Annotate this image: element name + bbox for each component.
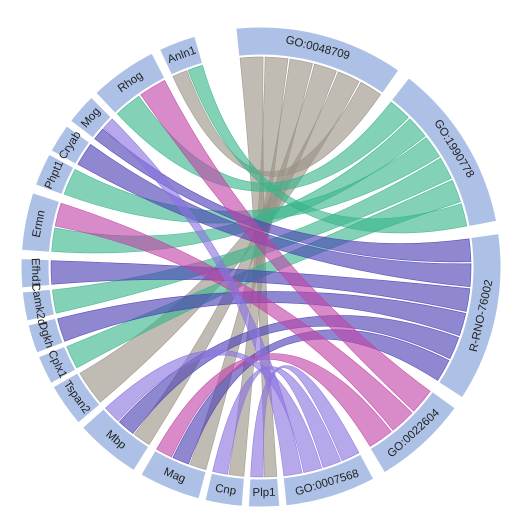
chord-link-anln-to-go1990778 [187, 64, 468, 234]
segment-go22604[interactable] [369, 390, 456, 474]
segment-cnp[interactable] [204, 472, 245, 507]
segment-mbp[interactable] [81, 408, 150, 472]
chord-link-ermn-to-go22604 [54, 202, 413, 431]
segment-dgkh[interactable] [27, 317, 64, 354]
segment-mag[interactable] [140, 449, 207, 500]
chord-link-mbp-to-rrno [118, 315, 460, 434]
segment-label-plp1: Plp1 [252, 487, 275, 499]
segment-label-efhd1: Efhd1 [29, 258, 42, 288]
chord-link-dgkh-to-rrno [57, 291, 467, 342]
segment-camk2d[interactable] [21, 288, 55, 322]
segment-anln[interactable] [158, 35, 204, 76]
segment-go48709[interactable] [235, 26, 400, 94]
chord-link-rhog-to-go22604 [140, 79, 431, 412]
segment-cplx1[interactable] [37, 345, 77, 385]
segment-tspan2[interactable] [52, 372, 101, 424]
segment-phptl[interactable] [34, 153, 75, 196]
chord-links [50, 56, 472, 478]
chord-segments [20, 26, 502, 508]
segment-label-ermn: Ermn [31, 209, 48, 238]
segment-label-cnp: Cnp [214, 483, 237, 498]
segment-go7568[interactable] [282, 453, 375, 507]
segment-efhd1[interactable] [20, 258, 51, 289]
segment-rhog[interactable] [95, 52, 166, 114]
segment-ermn[interactable] [21, 192, 61, 253]
segment-cryab[interactable] [50, 125, 91, 165]
chord-link-mog-to-go7568 [103, 118, 303, 477]
chord-link-mbp-to-go7568 [105, 349, 322, 473]
segment-rrno[interactable] [438, 233, 502, 399]
chord-link-cryab-to-rrno [77, 143, 472, 288]
segment-plp1[interactable] [247, 477, 281, 508]
segment-mog[interactable] [69, 96, 112, 139]
segment-go1990778[interactable] [390, 77, 498, 228]
